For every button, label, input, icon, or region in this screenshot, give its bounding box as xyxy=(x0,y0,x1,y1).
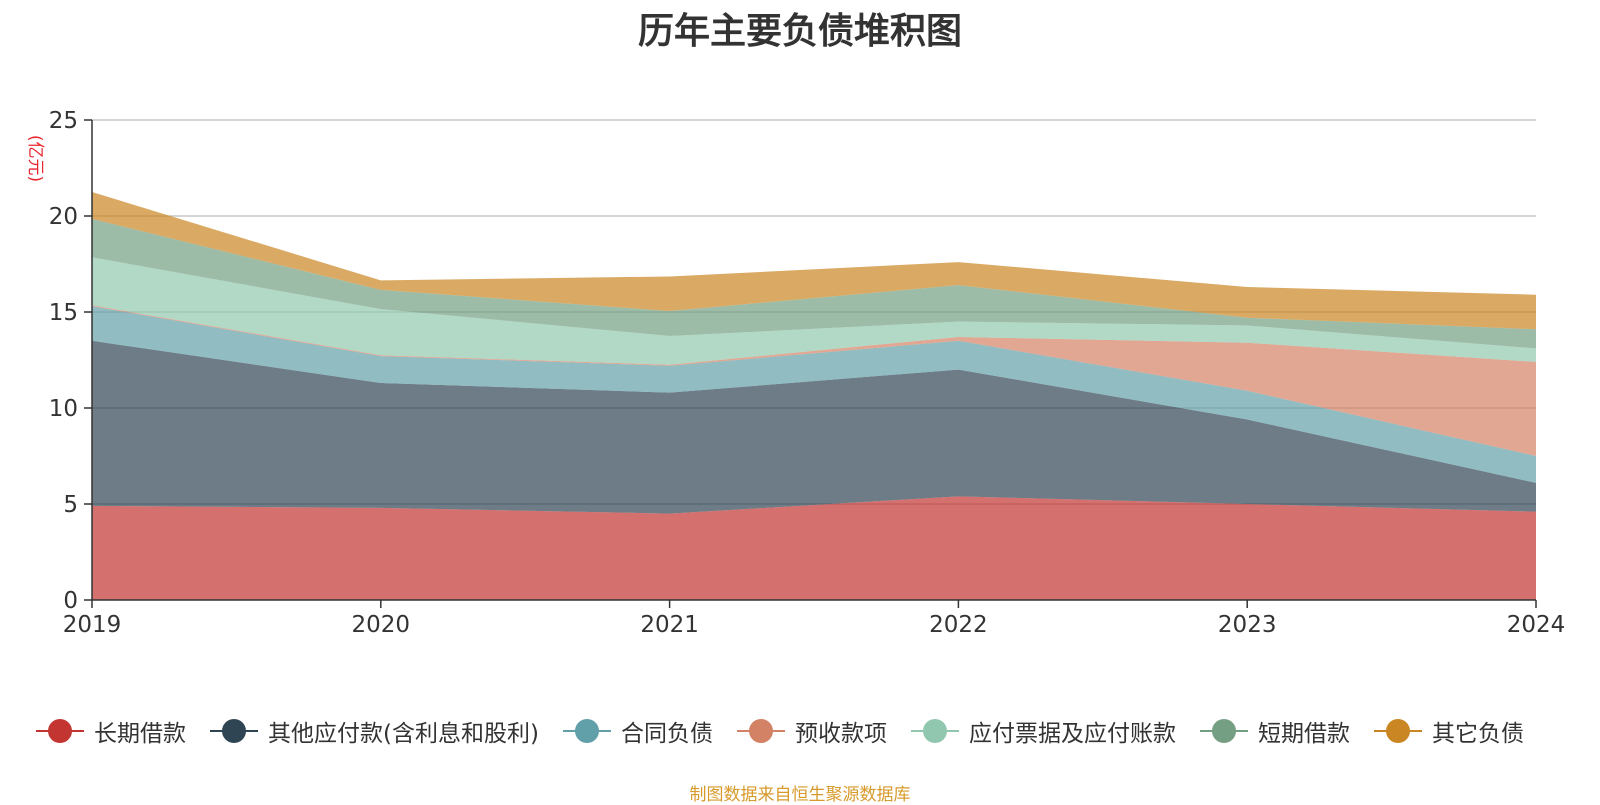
area-series-4[interactable] xyxy=(92,257,1536,365)
legend-item[interactable]: 短期借款 xyxy=(1199,714,1350,748)
area-series-0[interactable] xyxy=(92,496,1536,600)
legend-label: 预收款项 xyxy=(794,721,887,747)
y-tick-label: 5 xyxy=(63,492,78,518)
x-tick-label: 2021 xyxy=(640,612,699,638)
legend-marker-icon xyxy=(1199,718,1248,744)
legend-item[interactable]: 其它负债 xyxy=(1373,714,1524,748)
y-tick-label: 10 xyxy=(49,396,78,422)
y-tick-label: 15 xyxy=(49,300,78,326)
legend-item[interactable]: 应付票据及应付账款 xyxy=(910,714,1176,748)
axes xyxy=(84,119,1537,608)
area-series-5[interactable] xyxy=(92,218,1536,349)
x-tick-label: 2023 xyxy=(1218,612,1277,638)
chart-title: 历年主要负债堆积图 xyxy=(637,11,962,52)
y-tick-label: 20 xyxy=(49,204,78,230)
legend-label: 应付票据及应付账款 xyxy=(968,721,1176,747)
legend-marker-icon xyxy=(1373,718,1422,744)
x-tick-label: 2019 xyxy=(63,612,122,638)
legend-item[interactable]: 长期借款 xyxy=(36,714,186,748)
legend-marker-icon xyxy=(210,718,258,744)
tick-labels: 0 5 10 15 20 25 2019 2020 2021 2022 2023 2024 xyxy=(49,108,1566,638)
area-series-6[interactable] xyxy=(92,192,1536,330)
legend: 长期借款 其他应付款(含利息和股利) 合同负债 预收款项 应付票据及应付账款 短期借款 其它… xyxy=(36,714,1548,748)
legend-item[interactable]: 其他应付款(含利息和股利) xyxy=(210,714,539,748)
legend-marker-icon xyxy=(36,718,84,744)
x-tick-label: 2020 xyxy=(352,612,411,638)
legend-label: 长期借款 xyxy=(94,721,186,747)
legend-item[interactable]: 预收款项 xyxy=(736,714,887,748)
x-tick-label: 2024 xyxy=(1507,612,1566,638)
x-tick-label: 2022 xyxy=(929,612,988,638)
legend-item[interactable]: 合同负债 xyxy=(562,714,713,748)
y-tick-label: 0 xyxy=(63,588,78,614)
legend-label: 其他应付款(含利息和股利) xyxy=(268,721,539,747)
legend-marker-icon xyxy=(736,718,785,744)
legend-marker-icon xyxy=(910,718,959,744)
area-series-2[interactable] xyxy=(92,306,1536,483)
source-note: 制图数据来自恒生聚源数据库 xyxy=(689,785,911,805)
legend-label: 合同负债 xyxy=(620,721,713,747)
area-series xyxy=(92,192,1536,600)
area-series-1[interactable] xyxy=(92,340,1536,514)
legend-marker-icon xyxy=(562,718,611,744)
y-tick-label: 25 xyxy=(49,108,78,134)
legend-label: 短期借款 xyxy=(1257,721,1350,747)
area-series-3[interactable] xyxy=(92,305,1536,456)
legend-label: 其它负债 xyxy=(1431,721,1524,747)
